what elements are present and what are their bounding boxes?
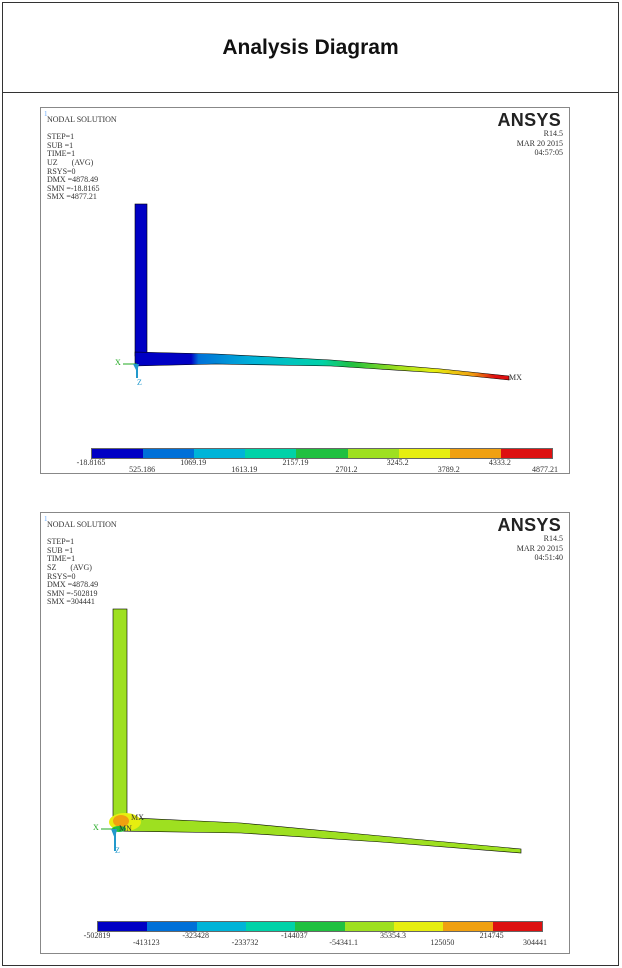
legend-tick-lower: -413123: [132, 938, 160, 947]
legend-swatch: [143, 449, 195, 458]
legend-swatch: [449, 449, 501, 458]
version-label: R14.5: [543, 129, 563, 138]
info-line: SZ (AVG): [47, 562, 92, 572]
info-line: NODAL SOLUTION: [47, 520, 117, 529]
legend-swatch: [245, 449, 297, 458]
info-line: SUB =1: [47, 140, 74, 150]
legend-tick-upper: 3245.2: [386, 458, 409, 467]
info-line: STEP=1: [47, 132, 75, 142]
model-view: [101, 608, 522, 854]
version-label: R14.5: [543, 534, 563, 543]
legend-tick-lower: 525.186: [129, 465, 156, 474]
info-line: TIME=1: [47, 149, 76, 159]
timestamp: MAR 20 2015 04:51:40: [517, 544, 563, 562]
ansys-logo: ANSYS: [497, 515, 561, 535]
legend-tick-upper: -18.8165: [76, 458, 106, 467]
window-number: 1: [44, 110, 48, 118]
legend-tick-lower: 4877.21: [532, 465, 558, 474]
legend-swatch: [492, 922, 542, 931]
info-line: SMX =4877.21: [47, 192, 97, 202]
legend-swatch: [194, 449, 246, 458]
info-line: RSYS=0: [47, 571, 76, 581]
legend-swatch: [500, 449, 552, 458]
x-axis-label: X: [115, 358, 121, 367]
solution-info: NODAL SOLUTION STEP=1 SUB =1 TIME=1 SZ (AVG…: [47, 520, 117, 607]
legend-tick-lower: 304441: [523, 938, 547, 947]
legend-swatch: [295, 922, 345, 931]
legend-swatch: [443, 922, 493, 931]
legend-swatch: [398, 449, 450, 458]
column-member: [134, 203, 148, 357]
info-line: STEP=1: [47, 537, 75, 547]
legend-swatch: [92, 449, 144, 458]
legend-swatch: [344, 922, 394, 931]
legend-swatch: [296, 449, 348, 458]
header: Analysis Diagram: [3, 3, 618, 93]
contour-legend-bar: [91, 448, 553, 459]
time-label: 04:51:40: [534, 553, 563, 562]
info-line: UZ (AVG): [47, 157, 94, 167]
legend-tick-lower: 125050: [430, 938, 455, 947]
legend-swatch: [347, 449, 399, 458]
timestamp: MAR 20 2015 04:57:05: [517, 139, 563, 157]
time-label: 04:57:05: [534, 148, 563, 157]
legend-tick-lower: 3789.2: [437, 465, 460, 474]
plot-uz: 1 NODAL SOLUTION STEP=1 SUB =1 TIME=1 UZ (A…: [40, 107, 570, 474]
info-line: RSYS=0: [47, 166, 76, 176]
legend-tick-lower: 1613.19: [231, 465, 258, 474]
triad-marker: [111, 829, 117, 839]
info-line: NODAL SOLUTION: [47, 115, 117, 124]
legend-swatch: [98, 922, 148, 931]
column-member: [112, 608, 128, 832]
date-label: MAR 20 2015: [516, 544, 563, 553]
mn-label: MN: [119, 824, 132, 833]
beam-member: [112, 816, 522, 854]
info-line: SMN =-502819: [47, 588, 98, 598]
info-line: DMX =4878.49: [47, 175, 99, 185]
date-label: MAR 20 2015: [516, 139, 563, 148]
model-view: [123, 203, 510, 381]
legend-tick-upper: 35354.3: [380, 931, 406, 940]
info-line: SUB =1: [47, 545, 74, 555]
legend-tick-upper: 214745: [479, 931, 504, 940]
solution-info: NODAL SOLUTION STEP=1 SUB =1 TIME=1 UZ (AVG…: [47, 115, 117, 202]
info-line: SMN =-18.8165: [47, 183, 100, 193]
window-number: 1: [44, 515, 48, 523]
triad-marker: [133, 364, 139, 372]
plot-sz: 1 NODAL SOLUTION STEP=1 SUB =1 TIME=1 SZ (A…: [40, 512, 570, 954]
legend-tick-upper: -502819: [83, 931, 111, 940]
info-line: SMX =304441: [47, 597, 95, 607]
legend-swatch: [245, 922, 296, 931]
z-axis-label: Z: [137, 378, 142, 387]
ansys-logo: ANSYS: [497, 110, 561, 130]
z-axis-label: Z: [115, 846, 120, 855]
page-title: Analysis Diagram: [222, 35, 399, 59]
legend-tick-upper: -323428: [182, 931, 209, 940]
legend-tick-lower: -233732: [231, 938, 259, 947]
info-line: DMX =4878.49: [47, 580, 99, 590]
info-line: TIME=1: [47, 554, 76, 564]
contour-legend-bar: [97, 921, 543, 932]
legend-tick-upper: 2157.19: [282, 458, 309, 467]
x-axis-label: X: [93, 823, 99, 832]
beam-member: [134, 351, 510, 381]
legend-tick-upper: 4333.2: [488, 458, 511, 467]
legend-swatch: [393, 922, 444, 931]
legend-tick-upper: -144037: [280, 931, 308, 940]
legend-tick-upper: 1069.19: [180, 458, 207, 467]
mx-label: MX: [131, 813, 144, 822]
legend-tick-lower: -54341.1: [329, 938, 358, 947]
mx-label: MX: [509, 373, 522, 382]
legend-tick-lower: 2701.2: [335, 465, 358, 474]
legend-swatch: [147, 922, 197, 931]
stress-hotspot-core: [113, 815, 129, 827]
legend-swatch: [196, 922, 246, 931]
